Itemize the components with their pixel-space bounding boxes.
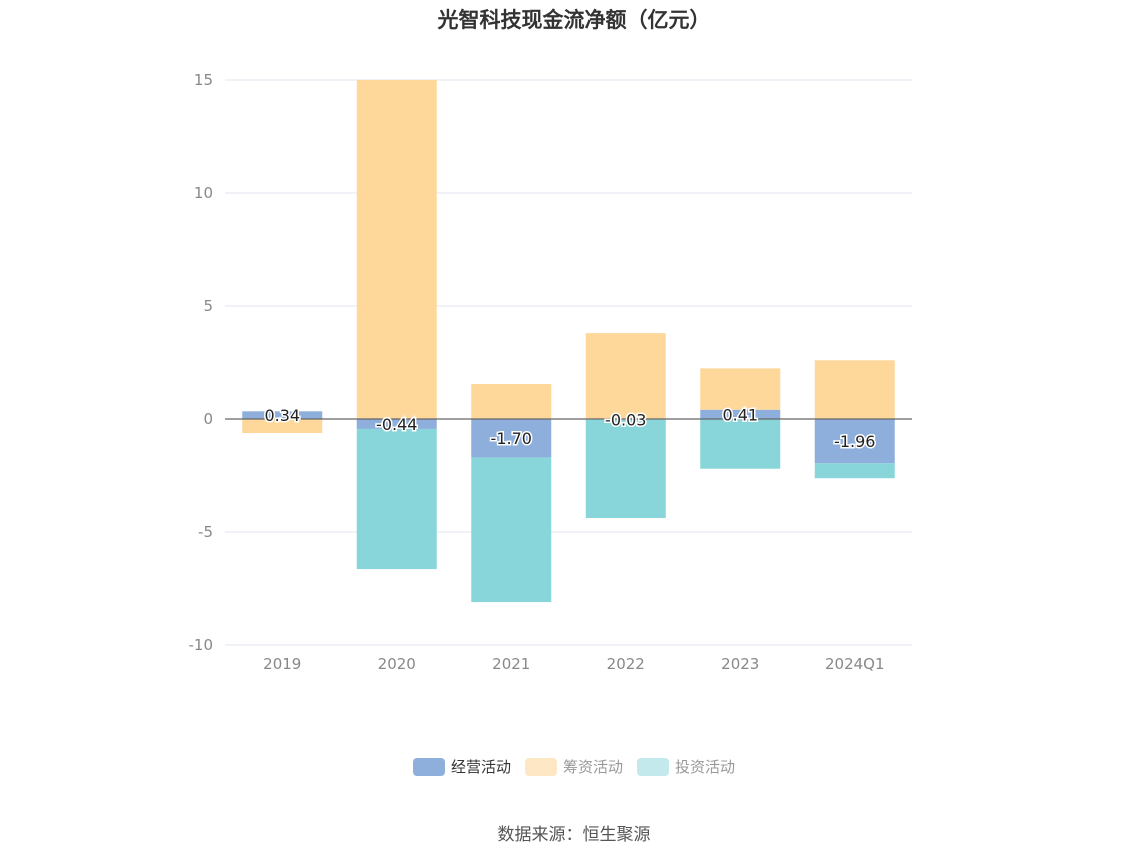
y-tick-label: 10 — [194, 184, 213, 202]
bar-financing-2020 — [356, 80, 437, 419]
bar-investing-2023 — [700, 419, 781, 469]
y-tick-label: -5 — [198, 523, 213, 541]
chart-title: 光智科技现金流净额（亿元） — [437, 8, 711, 32]
grid-layer — [225, 79, 912, 646]
data-label-operating-2023: 0.41 — [722, 405, 758, 424]
bar-financing-2019 — [242, 419, 323, 434]
legend-item-financing[interactable]: 筹资活动 — [524, 756, 623, 777]
data-label-operating-2022: -0.03 — [605, 410, 646, 429]
data-label-operating-2020: -0.44 — [376, 415, 417, 434]
legend-item-investing[interactable]: 投资活动 — [637, 756, 735, 777]
bar-financing-2024Q1 — [814, 360, 895, 419]
bar-investing-2024Q1 — [814, 463, 895, 479]
x-tick-label: 2022 — [607, 655, 645, 673]
data-label-operating-2019: 0.34 — [264, 406, 300, 425]
data-label-operating-2021: -1.70 — [491, 429, 532, 448]
y-tick-label: 0 — [203, 410, 213, 428]
legend-label-financing: 筹资活动 — [562, 758, 623, 776]
bar-investing-2021 — [471, 457, 552, 603]
axis-layer: -10 -5 0 5 10 15 2019 2020 2021 2022 2023 2024Q1 — [189, 71, 912, 673]
x-tick-label: 2020 — [378, 655, 416, 673]
y-tick-label: 15 — [194, 71, 213, 89]
label-layer: 0.34 -0.44 -1.70 -0.03 0.41 -1.96 — [263, 404, 877, 453]
legend: 经营活动 筹资活动 投资活动 — [0, 756, 1148, 777]
bar-investing-2020 — [356, 428, 437, 570]
bar-operating-2019 — [242, 411, 323, 419]
bar-financing-2021 — [471, 383, 552, 419]
legend-swatch-investing — [637, 757, 669, 776]
legend-swatch-financing — [524, 757, 557, 776]
x-tick-label: 2019 — [263, 655, 301, 673]
bar-financing-2022 — [585, 333, 666, 419]
y-tick-label: -10 — [189, 636, 214, 654]
bar-financing-2023 — [700, 368, 781, 410]
legend-label-investing: 投资活动 — [675, 758, 736, 776]
legend-item-operating[interactable]: 经营活动 — [412, 756, 511, 777]
bar-investing-2022 — [585, 419, 666, 518]
source-note: 数据来源：恒生聚源 — [497, 825, 651, 845]
bar-operating-2023 — [700, 409, 781, 419]
bar-operating-2021 — [471, 419, 552, 458]
x-tick-label: 2023 — [721, 655, 759, 673]
bar-operating-2020 — [356, 419, 437, 429]
legend-swatch-operating — [412, 757, 445, 776]
bar-operating-2024Q1 — [814, 419, 895, 464]
x-tick-label: 2021 — [492, 655, 530, 673]
x-tick-label: 2024Q1 — [825, 655, 885, 673]
data-label-operating-2024Q1: -1.96 — [834, 432, 875, 451]
bar-layer — [242, 80, 895, 603]
y-tick-label: 5 — [203, 297, 213, 315]
legend-label-operating: 经营活动 — [450, 758, 511, 776]
